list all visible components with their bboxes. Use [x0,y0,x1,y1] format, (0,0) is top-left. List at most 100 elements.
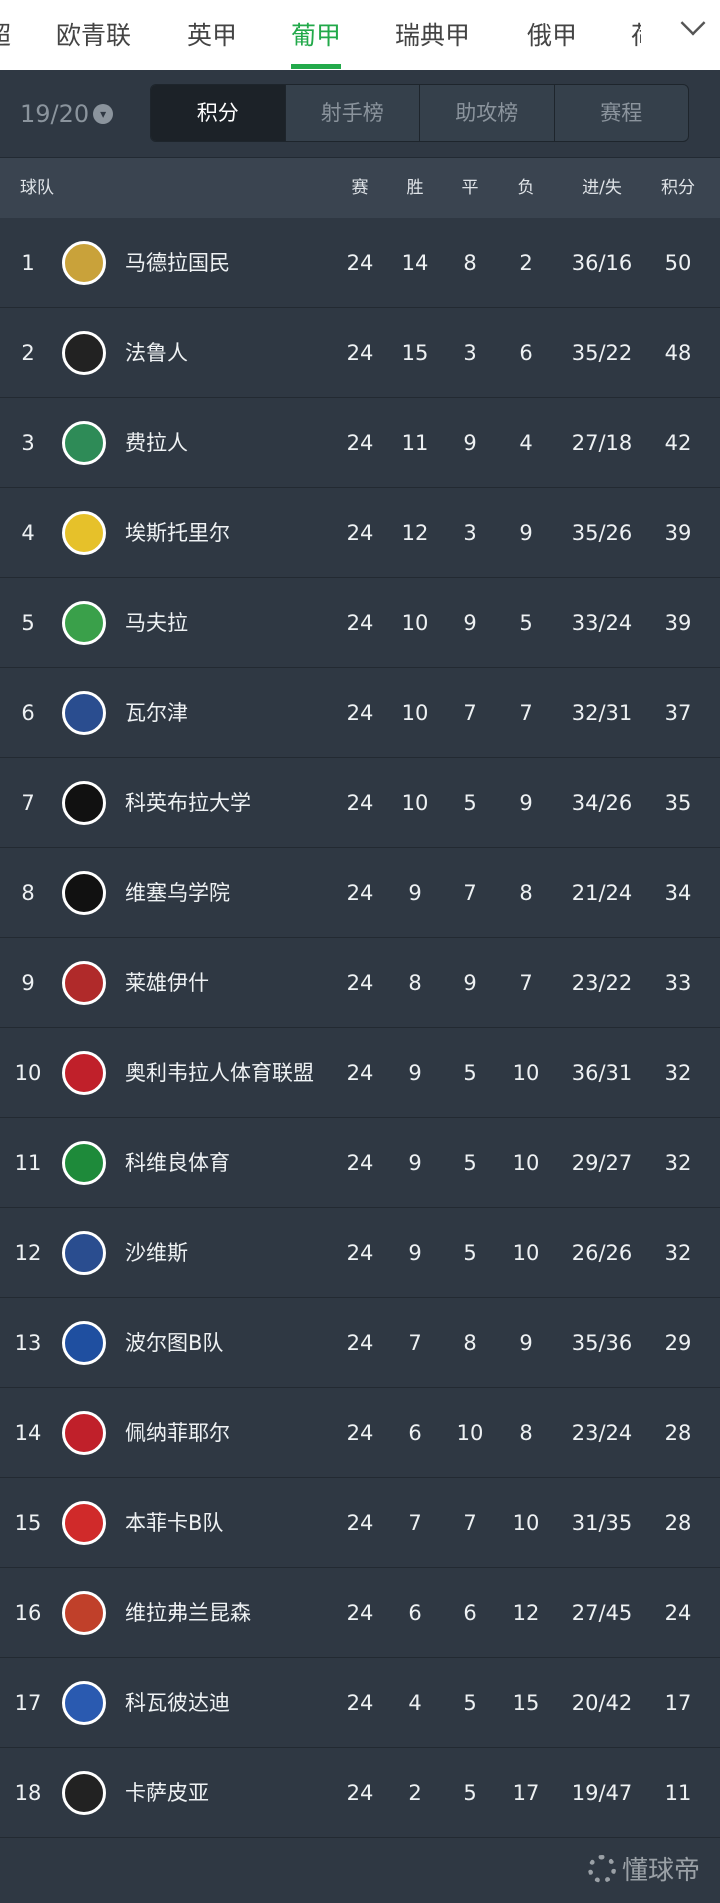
rank: 1 [21,251,35,275]
won: 15 [401,341,429,365]
team-name: 波尔图B队 [125,1331,224,1355]
tab-league[interactable]: 超 [0,16,11,52]
header-played: 赛 [351,178,369,198]
team-crest-icon [62,961,106,1005]
header-points: 积分 [661,178,695,198]
rank: 7 [21,791,35,815]
segment-fixtures[interactable]: 赛程 [553,85,689,141]
segment-scorers[interactable]: 射手榜 [284,85,420,141]
team-name: 埃斯托里尔 [125,521,230,545]
goals: 33/24 [571,611,633,635]
won: 11 [401,431,429,455]
drawn: 9 [463,971,477,995]
watermark-text: 懂球帝 [621,1856,700,1886]
tab-league[interactable]: 瑞典甲 [395,21,471,50]
points: 17 [664,1691,692,1715]
drawn: 5 [463,1151,477,1175]
played: 24 [346,1421,374,1445]
lost: 8 [519,881,533,905]
table-row[interactable]: 13 波尔图B队 24 7 8 9 35/36 29 [0,1298,720,1388]
team-name: 科瓦彼达迪 [125,1691,230,1715]
goals: 32/31 [571,701,633,725]
table-row[interactable]: 11 科维良体育 24 9 5 10 29/27 32 [0,1118,720,1208]
tab-league[interactable]: 英甲 [187,21,238,50]
rank: 5 [21,611,35,635]
table-row[interactable]: 3 费拉人 24 11 9 4 27/18 42 [0,398,720,488]
chevron-down-icon [680,10,706,36]
table-row[interactable]: 7 科英布拉大学 24 10 5 9 34/26 35 [0,758,720,848]
goals: 20/42 [571,1691,633,1715]
drawn: 9 [463,431,477,455]
header-goals: 进/失 [582,178,622,198]
team-name: 马德拉国民 [125,251,230,275]
team-crest-icon [62,1321,106,1365]
season-selector[interactable]: 19/20 ▾ [20,100,114,128]
table-row[interactable]: 5 马夫拉 24 10 9 5 33/24 39 [0,578,720,668]
won: 9 [408,1061,422,1085]
view-segments: 积分 射手榜 助攻榜 赛程 [150,84,689,142]
points: 35 [664,791,692,815]
played: 24 [346,251,374,275]
table-row[interactable]: 2 法鲁人 24 15 3 6 35/22 48 [0,308,720,398]
points: 28 [664,1421,692,1445]
rank: 11 [14,1151,42,1175]
table-row[interactable]: 6 瓦尔津 24 10 7 7 32/31 37 [0,668,720,758]
lost: 10 [512,1241,540,1265]
lost: 9 [519,791,533,815]
drawn: 8 [463,1331,477,1355]
played: 24 [346,1331,374,1355]
tab-league[interactable]: 俄甲 [527,21,578,50]
table-row[interactable]: 17 科瓦彼达迪 24 4 5 15 20/42 17 [0,1658,720,1748]
points: 24 [664,1601,692,1625]
rank: 6 [21,701,35,725]
lost: 9 [519,521,533,545]
table-row[interactable]: 8 维塞乌学院 24 9 7 8 21/24 34 [0,848,720,938]
tab-league[interactable]: 欧青联 [56,21,132,50]
table-row[interactable]: 1 马德拉国民 24 14 8 2 36/16 50 [0,218,720,308]
rank: 10 [14,1061,42,1085]
table-row[interactable]: 16 维拉弗兰昆森 24 6 6 12 27/45 24 [0,1568,720,1658]
watermark: 懂球帝 [587,1850,700,1887]
team-name: 瓦尔津 [125,701,188,725]
lost: 15 [512,1691,540,1715]
tab-league[interactable]: 荷 [631,16,641,52]
rank: 13 [14,1331,42,1355]
played: 24 [346,341,374,365]
lost: 7 [519,971,533,995]
played: 24 [346,881,374,905]
segment-assists[interactable]: 助攻榜 [419,85,554,141]
rank: 15 [14,1511,42,1535]
table-row[interactable]: 18 卡萨皮亚 24 2 5 17 19/47 11 [0,1748,720,1838]
drawn: 5 [463,1691,477,1715]
played: 24 [346,521,374,545]
header-lost: 负 [517,178,535,198]
team-name: 沙维斯 [125,1241,188,1265]
team-crest-icon [62,1231,106,1275]
played: 24 [346,611,374,635]
segment-standings[interactable]: 积分 [151,85,285,141]
lost: 10 [512,1061,540,1085]
rank: 14 [14,1421,42,1445]
goals: 31/35 [571,1511,633,1535]
expand-tabs-button[interactable] [650,0,720,70]
table-row[interactable]: 10 奥利韦拉人体育联盟 24 9 5 10 36/31 32 [0,1028,720,1118]
header-drawn: 平 [461,178,479,198]
team-name: 马夫拉 [125,611,188,635]
table-row[interactable]: 15 本菲卡B队 24 7 7 10 31/35 28 [0,1478,720,1568]
tab-league-active[interactable]: 葡甲 [291,16,342,69]
won: 8 [408,971,422,995]
drawn: 5 [463,1241,477,1265]
rank: 17 [14,1691,42,1715]
points: 33 [664,971,692,995]
goals: 21/24 [571,881,633,905]
table-row[interactable]: 4 埃斯托里尔 24 12 3 9 35/26 39 [0,488,720,578]
table-row[interactable]: 9 莱雄伊什 24 8 9 7 23/22 33 [0,938,720,1028]
played: 24 [346,1601,374,1625]
table-row[interactable]: 12 沙维斯 24 9 5 10 26/26 32 [0,1208,720,1298]
lost: 17 [512,1781,540,1805]
points: 28 [664,1511,692,1535]
played: 24 [346,1241,374,1265]
team-crest-icon [62,1591,106,1635]
rank: 18 [14,1781,42,1805]
table-row[interactable]: 14 佩纳菲耶尔 24 6 10 8 23/24 28 [0,1388,720,1478]
